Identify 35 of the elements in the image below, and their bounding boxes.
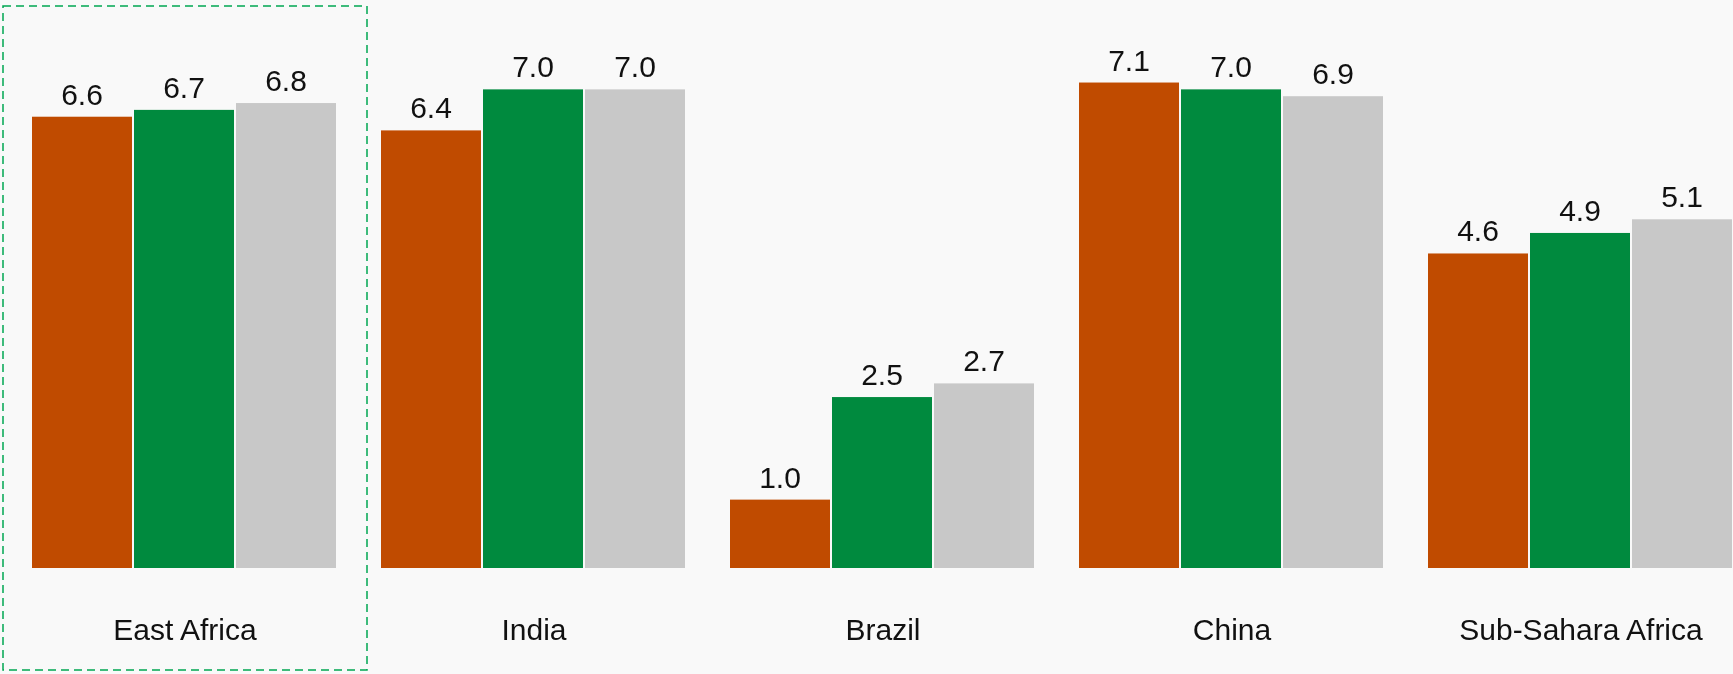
bar bbox=[236, 103, 336, 568]
data-label: 7.1 bbox=[1108, 43, 1150, 77]
bar bbox=[1079, 82, 1179, 568]
data-label: 6.4 bbox=[410, 91, 452, 125]
data-label: 2.7 bbox=[963, 344, 1005, 378]
bar bbox=[1632, 219, 1732, 568]
bar bbox=[1283, 96, 1383, 568]
bar bbox=[134, 109, 234, 568]
data-label: 6.8 bbox=[265, 64, 307, 98]
x-tick-label: East Africa bbox=[113, 613, 258, 646]
bar bbox=[934, 383, 1034, 568]
x-tick-label: India bbox=[501, 613, 567, 646]
bar bbox=[483, 89, 583, 568]
data-label: 6.9 bbox=[1312, 57, 1354, 91]
data-label: 4.9 bbox=[1559, 193, 1601, 227]
data-label: 1.0 bbox=[759, 460, 801, 494]
bar bbox=[1181, 89, 1281, 568]
bar bbox=[832, 397, 932, 568]
bar bbox=[585, 89, 685, 568]
data-label: 7.0 bbox=[614, 50, 656, 84]
bar bbox=[730, 499, 830, 568]
bar bbox=[1530, 232, 1630, 568]
x-tick-label: China bbox=[1192, 613, 1272, 646]
x-tick-label: Brazil bbox=[845, 613, 921, 646]
bar bbox=[1428, 253, 1528, 568]
x-tick-label: Sub-Sahara Africa bbox=[1459, 613, 1704, 646]
bar bbox=[32, 116, 132, 568]
data-label: 7.0 bbox=[512, 50, 554, 84]
data-label: 7.0 bbox=[1210, 50, 1252, 84]
data-label: 2.5 bbox=[861, 358, 903, 392]
data-label: 4.6 bbox=[1457, 214, 1499, 248]
data-label: 6.7 bbox=[163, 70, 205, 104]
data-label: 5.1 bbox=[1661, 180, 1703, 214]
bar bbox=[381, 130, 481, 568]
data-label: 6.6 bbox=[61, 77, 103, 111]
